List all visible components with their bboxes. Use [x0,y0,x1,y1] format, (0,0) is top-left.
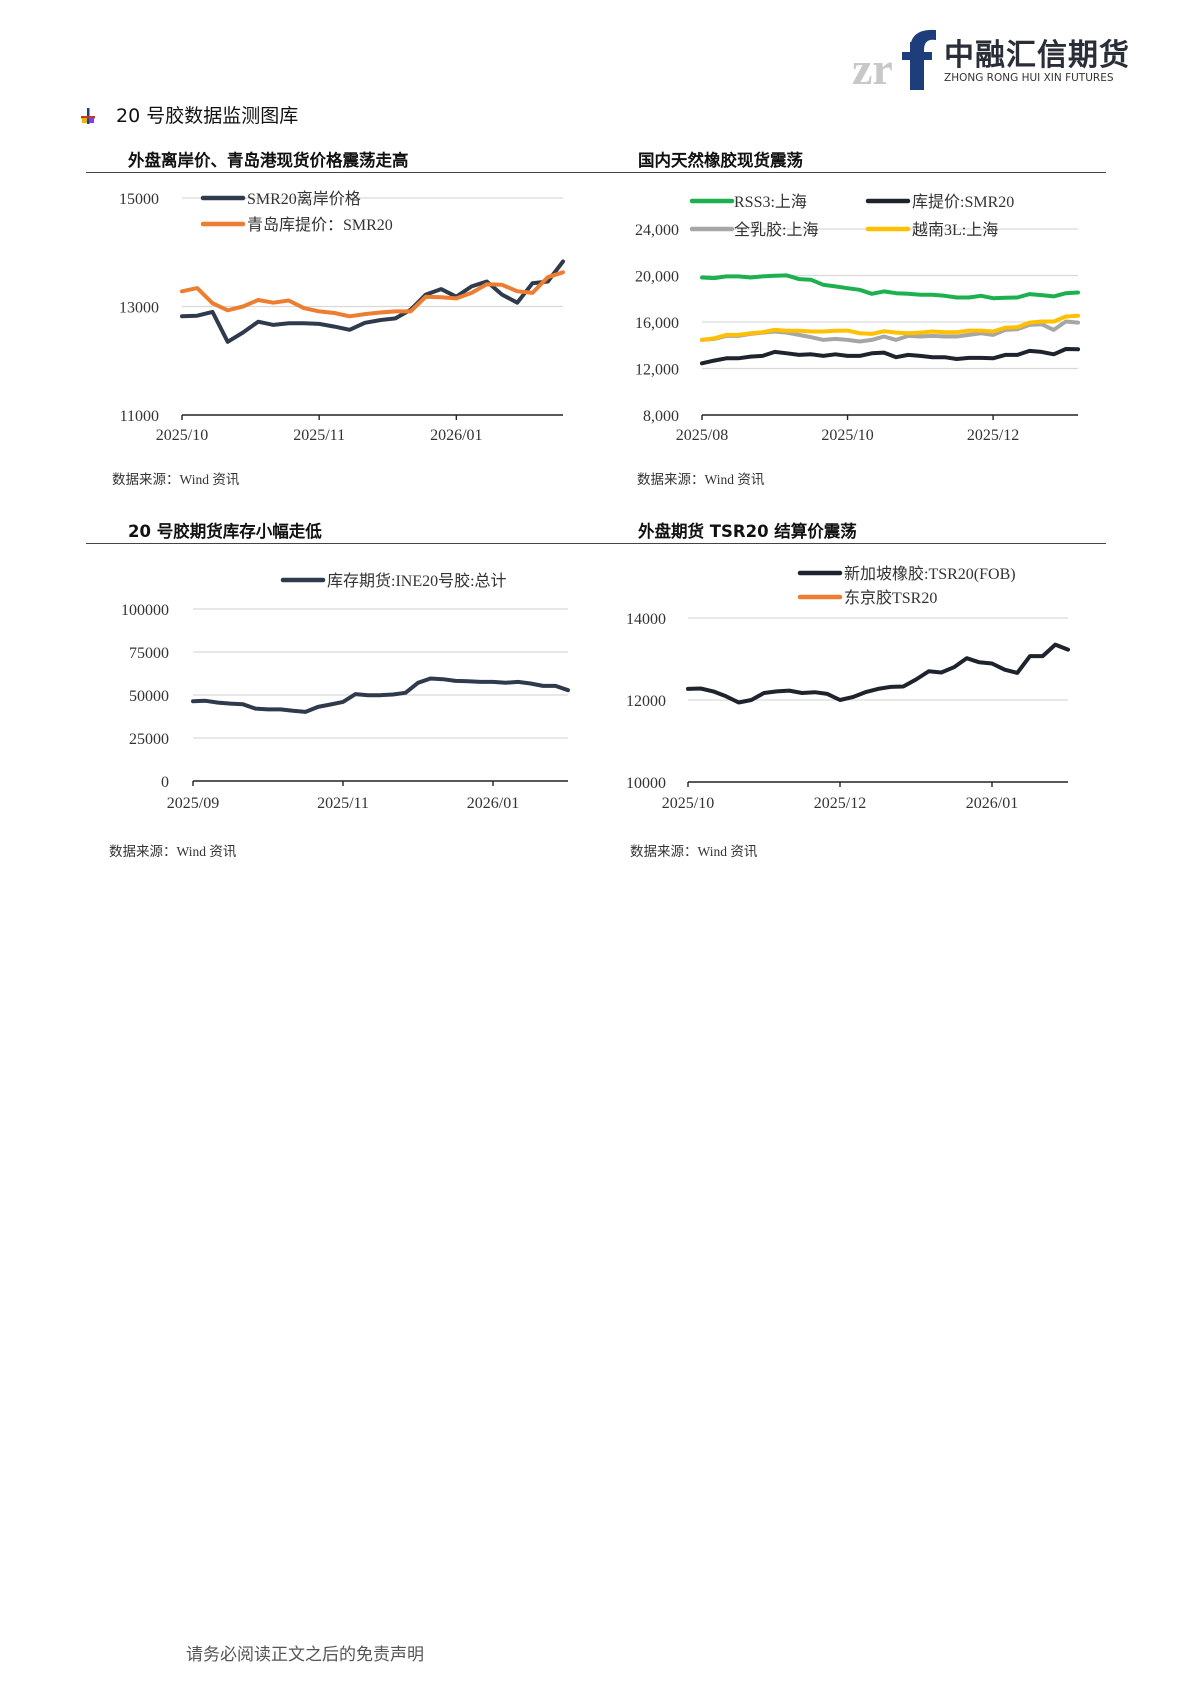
chart-2-y-tick-label: 20,000 [635,269,679,286]
chart-3-y-tick-label: 100000 [121,602,169,619]
chart-3-legend-label-1: 库存期货:INE20号胶:总计 [327,572,507,590]
chart-2-series-line-1 [700,273,1080,301]
chart-3-y-tick-label: 0 [161,774,169,791]
chart-1-series-line-1 [180,259,565,344]
chart-3-source: 数据来源：Wind 资讯 [109,844,237,859]
chart-2-y-tick-label: 16,000 [635,315,679,332]
chart-2-rule [600,172,1106,174]
chart-2-x-tick-label: 2025/12 [967,427,1019,444]
logo-chinese-name: 中融汇信期货 [944,38,1130,73]
chart-2-y-tick-label: 24,000 [635,222,679,239]
chart-1-y-tick-label: 15000 [119,191,159,208]
chart-2-source: 数据来源：Wind 资讯 [637,472,765,487]
svg-text:zr: zr [852,43,893,90]
chart-4-legend-label-1: 新加坡橡胶:TSR20(FOB) [844,565,1016,583]
logo-english-name: ZHONG RONG HUI XIN FUTURES [944,72,1114,84]
chart-3-title: 20 号胶期货库存小幅走低 [128,522,322,541]
chart-1-y-tick-label: 11000 [120,408,159,425]
chart-1-legend-label-1: SMR20离岸价格 [247,190,361,208]
chart-4-title: 外盘期货 TSR20 结算价震荡 [638,522,857,541]
chart-1-title: 外盘离岸价、青岛港现货价格震荡走高 [128,151,409,170]
chart-2-y-tick-label: 8,000 [643,408,679,425]
chart-4-y-tick-label: 14000 [626,611,666,628]
chart-2-x-tick-label: 2025/08 [676,427,728,444]
chart-1-legend-label-2: 青岛库提价：SMR20 [247,216,393,234]
chart-1-x-tick-label: 2025/10 [156,427,208,444]
chart-4-y-tick-label: 10000 [626,775,666,792]
chart-4-rule [600,543,1106,545]
chart-3-x-tick-label: 2026/01 [467,795,519,812]
section-bullet-icon [80,107,96,124]
chart-2-series-line-4 [700,313,1080,342]
chart-3-series-line-1 [191,676,570,714]
chart-4-legend-label-2: 东京胶TSR20 [844,589,937,607]
chart-2-legend-label-1: RSS3:上海 [734,193,807,211]
chart-1-x-tick-label: 2026/01 [430,427,482,444]
chart-1-source: 数据来源：Wind 资讯 [112,472,240,487]
chart-2-title: 国内天然橡胶现货震荡 [638,151,803,170]
chart-3-x-tick-label: 2025/11 [317,795,369,812]
company-logo: zr 中融汇信期货 ZHONG RONG HUI XIN FUTURES [852,28,1129,94]
chart-2-x-tick-label: 2025/10 [821,427,873,444]
chart-2-y-tick-label: 12,000 [635,362,679,379]
chart-2-legend-label-3: 全乳胶:上海 [734,221,818,239]
chart-3-y-tick-label: 25000 [129,731,169,748]
chart-1-y-tick-label: 13000 [119,300,159,317]
chart-4-series-line-1 [686,642,1070,705]
chart-4-x-tick-label: 2025/12 [814,795,866,812]
chart-2-series-line-3 [700,319,1080,344]
chart-3-y-tick-label: 75000 [129,645,169,662]
chart-4-x-tick-label: 2026/01 [966,795,1018,812]
chart-2-legend-label-4: 越南3L:上海 [912,221,998,239]
chart-2-legend-label-2: 库提价:SMR20 [912,193,1014,211]
chart-1-x-tick-label: 2025/11 [293,427,345,444]
chart-1-series-line-2 [180,270,565,319]
section-heading: 20 号胶数据监测图库 [80,101,298,128]
section-title: 20 号胶数据监测图库 [116,105,299,127]
chart-4-y-tick-label: 12000 [626,693,666,710]
chart-2-series-line-2 [700,347,1080,366]
chart-4-source: 数据来源：Wind 资讯 [630,844,758,859]
chart-4-x-tick-label: 2025/10 [662,795,714,812]
chart-3-x-tick-label: 2025/09 [167,795,219,812]
chart-3-rule [86,543,601,545]
chart-1-rule [86,172,601,174]
zrf-logo-mark-icon: zr [852,29,936,94]
disclaimer-footer: 请务必阅读正文之后的免责声明 [186,1645,424,1665]
chart-3-y-tick-label: 50000 [129,688,169,705]
